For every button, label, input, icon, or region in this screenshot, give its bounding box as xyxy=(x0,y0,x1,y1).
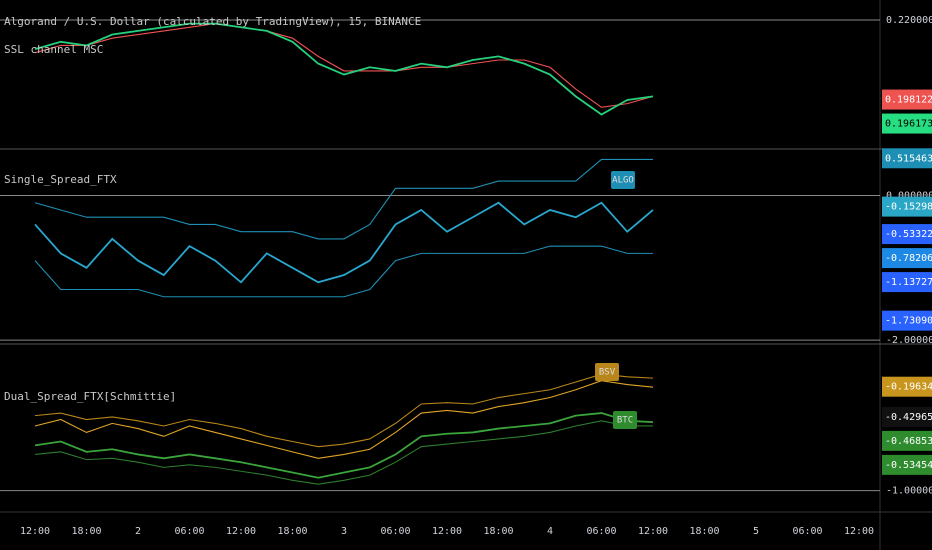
time-tick-label: 3 xyxy=(341,526,347,537)
series-line xyxy=(34,380,654,459)
annotation-box xyxy=(611,171,635,189)
price-badge-label: -0.53322395 xyxy=(885,229,932,240)
annotation-box xyxy=(595,363,619,381)
price-badge-label: -0.19634496 xyxy=(885,382,932,393)
price-badge-label: -0.42965802 xyxy=(885,412,932,423)
price-badge xyxy=(882,224,932,245)
price-badge xyxy=(882,113,932,134)
price-badge xyxy=(882,454,932,475)
annotation-box xyxy=(613,411,637,429)
price-badge xyxy=(882,406,932,427)
series-line xyxy=(34,373,654,448)
price-badge xyxy=(882,248,932,269)
time-tick-label: 18:00 xyxy=(689,526,719,537)
time-tick-label: 18:00 xyxy=(277,526,307,537)
price-badge-label: 0.19617326 xyxy=(885,119,932,130)
pane-title: Algorand / U.S. Dollar (calculated by Tr… xyxy=(4,15,421,28)
series-line xyxy=(34,420,653,485)
price-badge xyxy=(882,148,932,169)
time-tick-label: 18:00 xyxy=(71,526,101,537)
series-line xyxy=(34,245,653,298)
price-badge xyxy=(882,376,932,397)
price-badge-label: -0.46853309 xyxy=(885,436,932,447)
price-tick-label: -2.00000000 xyxy=(886,335,932,346)
pane-subtitle: SSL channel MSC xyxy=(4,43,103,56)
series-line xyxy=(34,158,653,240)
annotation-label: BSV xyxy=(599,368,616,378)
price-badge-label: -0.5345442 xyxy=(885,460,932,471)
price-badge-label: -1.13727589 xyxy=(885,277,932,288)
price-badge xyxy=(882,89,932,110)
time-tick-label: 06:00 xyxy=(792,526,822,537)
price-badge xyxy=(882,272,932,293)
price-tick-label: 0.00000000 xyxy=(886,191,932,202)
price-badge-label: 0.51546392 xyxy=(885,153,932,164)
price-tick-label: -1.00000000 xyxy=(886,486,932,497)
series-line xyxy=(34,201,654,284)
series-line xyxy=(34,22,654,116)
annotation-label: BTC xyxy=(617,416,633,426)
price-badge-label: 0.19812201 xyxy=(885,95,932,106)
time-tick-label: 12:00 xyxy=(638,526,668,537)
price-badge-label: -0.15298317 xyxy=(885,202,932,213)
price-badge-label: -0.78206465 xyxy=(885,253,932,264)
time-tick-label: 06:00 xyxy=(586,526,616,537)
time-tick-label: 12:00 xyxy=(844,526,874,537)
time-tick-label: 06:00 xyxy=(380,526,410,537)
time-tick-label: 12:00 xyxy=(226,526,256,537)
price-badge xyxy=(882,310,932,331)
series-line xyxy=(34,23,654,108)
time-tick-label: 06:00 xyxy=(174,526,204,537)
price-badge xyxy=(882,430,932,451)
time-tick-label: 12:00 xyxy=(20,526,50,537)
time-tick-label: 12:00 xyxy=(432,526,462,537)
price-badge xyxy=(882,196,932,217)
price-badge-label: -1.73090909 xyxy=(885,316,932,327)
time-tick-label: 4 xyxy=(547,526,553,537)
time-tick-label: 18:00 xyxy=(483,526,513,537)
series-line xyxy=(34,412,654,479)
time-tick-label: 5 xyxy=(753,526,759,537)
price-tick-label: 0.22000000 xyxy=(886,15,932,26)
annotation-label: ALGO xyxy=(612,176,634,186)
pane-title: Single_Spread_FTX xyxy=(4,173,117,186)
time-tick-label: 2 xyxy=(135,526,141,537)
pane-title: Dual_Spread_FTX[Schmittie] xyxy=(4,390,176,403)
